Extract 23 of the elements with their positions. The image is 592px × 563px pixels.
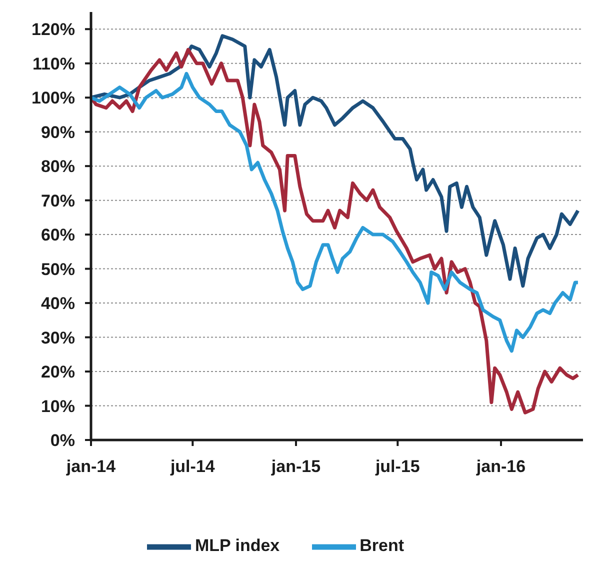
- x-tick-label: jan-15: [270, 457, 321, 476]
- line-series: [91, 34, 580, 288]
- y-tick-label: 50%: [40, 260, 75, 279]
- y-tick-label: 0%: [50, 431, 75, 450]
- line-series: [91, 72, 580, 353]
- legend-label: Brent: [360, 536, 404, 556]
- y-tick-label: 100%: [32, 88, 75, 108]
- x-tick-label: jan-14: [65, 457, 116, 476]
- y-tick-label: 70%: [40, 191, 75, 210]
- y-tick-label: 80%: [40, 157, 75, 176]
- y-tick-label: 30%: [40, 328, 75, 348]
- x-tick-label: jan-16: [475, 457, 526, 476]
- y-tick-label: 40%: [40, 294, 75, 314]
- y-tick-label: 120%: [32, 20, 75, 40]
- line-series: [91, 48, 580, 414]
- legend-label: MLP index: [194, 536, 280, 556]
- y-tick-label: 20%: [40, 362, 75, 382]
- x-tick-label: jul-14: [169, 457, 216, 476]
- y-tick-label: 60%: [40, 226, 75, 245]
- y-tick-label: 10%: [40, 396, 75, 416]
- y-tick-label: 90%: [40, 122, 75, 142]
- x-tick-label: jul-15: [374, 457, 420, 476]
- y-tick-label: 110%: [32, 54, 75, 74]
